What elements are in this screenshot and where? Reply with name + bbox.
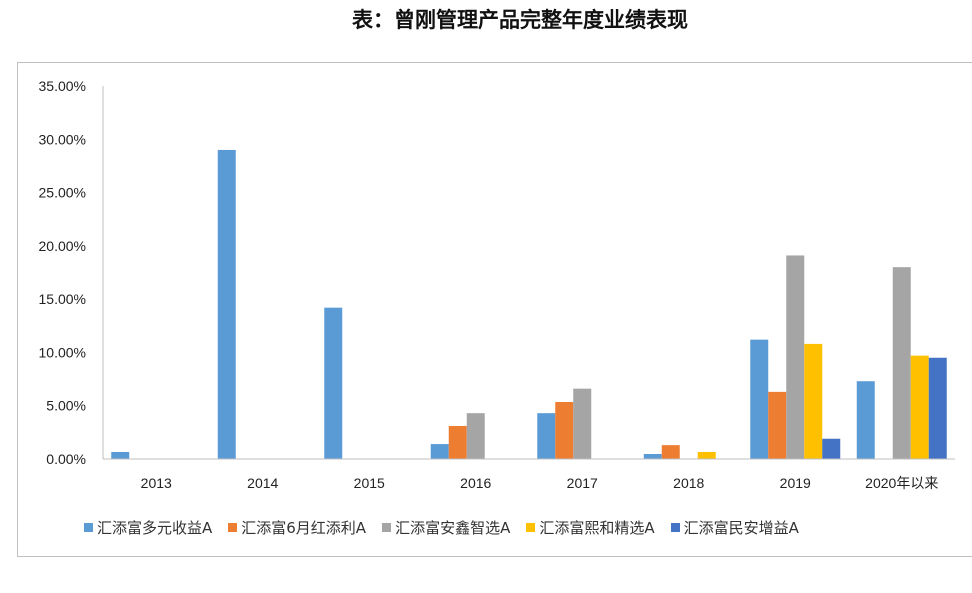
legend-item: 汇添富熙和精选A bbox=[526, 517, 655, 538]
legend-swatch bbox=[84, 523, 93, 532]
bar bbox=[928, 357, 947, 459]
x-tick-label: 2015 bbox=[354, 475, 385, 491]
legend-swatch bbox=[382, 523, 392, 532]
legend-item: 汇添富6月红添利A bbox=[228, 517, 366, 538]
bar bbox=[661, 445, 680, 459]
x-tick-label: 2016 bbox=[460, 475, 491, 491]
x-tick-label: 2019 bbox=[780, 475, 811, 491]
bar bbox=[768, 391, 787, 459]
y-tick-label: 10.00% bbox=[39, 344, 86, 360]
y-tick-label: 20.00% bbox=[39, 238, 86, 254]
x-tick-label: 2017 bbox=[567, 475, 598, 491]
bar bbox=[856, 381, 875, 459]
y-tick-label: 5.00% bbox=[46, 398, 86, 414]
legend-swatch bbox=[670, 523, 680, 532]
legend-item: 汇添富安鑫智选A bbox=[382, 517, 510, 538]
legend-item: 汇添富民安增益A bbox=[670, 517, 799, 538]
legend-label: 汇添富安鑫智选A bbox=[395, 519, 511, 537]
chart-frame bbox=[17, 62, 972, 557]
bar bbox=[910, 355, 929, 459]
bar bbox=[822, 438, 841, 459]
bar bbox=[324, 307, 343, 459]
chart-title: 表：曾刚管理产品完整年度业绩表现 bbox=[352, 8, 688, 32]
bar bbox=[804, 343, 823, 459]
bar bbox=[786, 255, 805, 459]
y-tick-label: 25.00% bbox=[39, 185, 86, 201]
bar bbox=[697, 451, 716, 459]
legend-swatch bbox=[228, 523, 238, 532]
legend-swatch bbox=[526, 523, 536, 532]
bar bbox=[573, 388, 592, 459]
bar bbox=[430, 444, 449, 459]
y-tick-label: 35.00% bbox=[39, 78, 86, 94]
y-tick-label: 15.00% bbox=[39, 291, 86, 307]
legend-label: 汇添富多元收益A bbox=[97, 519, 213, 537]
x-tick-label: 2014 bbox=[247, 475, 278, 491]
legend-label: 汇添富6月红添利A bbox=[241, 519, 367, 537]
y-tick-label: 30.00% bbox=[39, 131, 86, 147]
bar bbox=[643, 453, 662, 459]
bar bbox=[892, 267, 911, 459]
bar bbox=[217, 149, 236, 459]
legend: 汇添富多元收益A 汇添富6月红添利A 汇添富安鑫智选A 汇添富熙和精选A 汇添富民安增益… bbox=[84, 517, 799, 538]
legend-item: 汇添富多元收益A bbox=[84, 517, 212, 538]
bar bbox=[111, 451, 130, 459]
legend-label: 汇添富熙和精选A bbox=[539, 519, 655, 537]
bar bbox=[555, 401, 574, 459]
legend-label: 汇添富民安增益A bbox=[683, 519, 799, 537]
x-tick-label: 2020年以来 bbox=[865, 475, 938, 491]
x-tick-label: 2018 bbox=[673, 475, 704, 491]
bar bbox=[750, 339, 769, 459]
y-tick-label: 0.00% bbox=[46, 451, 86, 467]
bar bbox=[537, 413, 556, 459]
bar bbox=[466, 413, 485, 459]
x-tick-label: 2013 bbox=[141, 475, 172, 491]
bar bbox=[448, 425, 467, 459]
